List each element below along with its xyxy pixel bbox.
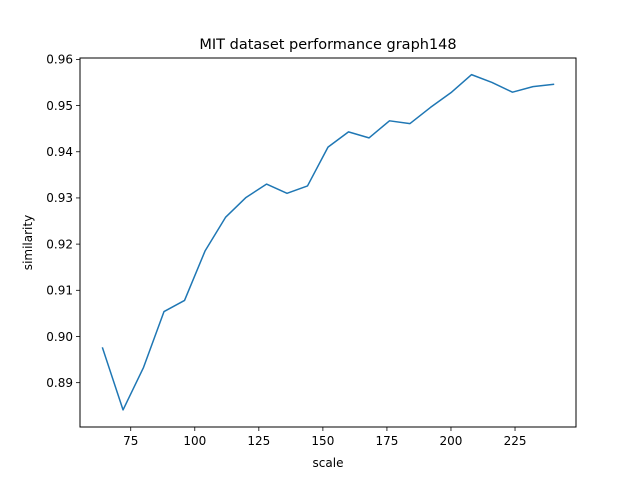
y-tick-label: 0.96 xyxy=(46,53,73,67)
y-axis: 0.89 0.90 0.91 0.92 0.93 0.94 0.95 0.96 xyxy=(46,53,80,390)
x-axis: 75 100 125 150 175 200 225 xyxy=(123,427,526,448)
x-tick-label: 200 xyxy=(440,434,463,448)
chart-title: MIT dataset performance graph148 xyxy=(199,37,456,53)
x-tick-label: 175 xyxy=(375,434,398,448)
y-tick-label: 0.93 xyxy=(46,191,73,205)
y-tick-label: 0.95 xyxy=(46,99,73,113)
y-tick-label: 0.91 xyxy=(46,284,73,298)
x-tick-label: 100 xyxy=(183,434,206,448)
x-tick-label: 225 xyxy=(504,434,527,448)
axes-frame xyxy=(79,57,577,428)
y-tick-label: 0.92 xyxy=(46,237,73,251)
y-axis-label: similarity xyxy=(21,215,35,270)
x-tick-label: 75 xyxy=(123,434,138,448)
x-tick-label: 125 xyxy=(247,434,270,448)
y-tick-label: 0.94 xyxy=(46,145,73,159)
x-axis-label: scale xyxy=(313,456,344,470)
plot-area xyxy=(101,73,555,411)
series-line xyxy=(101,73,555,411)
y-tick-label: 0.90 xyxy=(46,330,73,344)
y-tick-label: 0.89 xyxy=(46,376,73,390)
x-tick-label: 150 xyxy=(311,434,334,448)
